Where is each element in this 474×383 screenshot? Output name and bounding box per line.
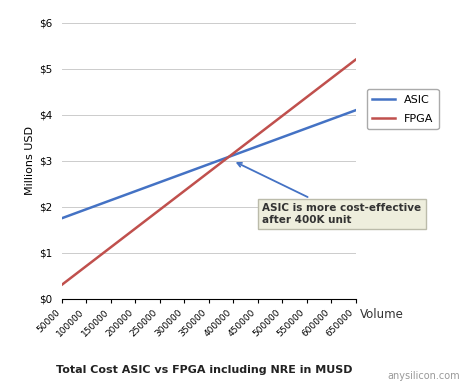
Text: ASIC is more cost-effective
after 400K unit: ASIC is more cost-effective after 400K u… bbox=[237, 163, 421, 224]
Y-axis label: Millions USD: Millions USD bbox=[25, 126, 35, 195]
Text: Volume: Volume bbox=[360, 308, 404, 321]
Text: Total Cost ASIC vs FPGA including NRE in MUSD: Total Cost ASIC vs FPGA including NRE in… bbox=[55, 365, 352, 375]
Text: anysilicon.com: anysilicon.com bbox=[387, 371, 460, 381]
Legend: ASIC, FPGA: ASIC, FPGA bbox=[367, 89, 438, 129]
